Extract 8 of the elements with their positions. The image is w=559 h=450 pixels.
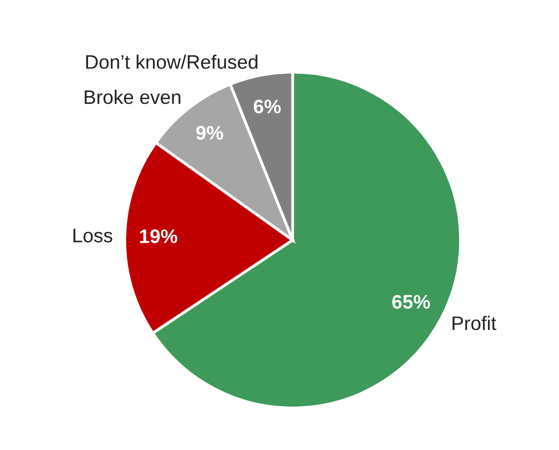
data-label: 19%	[140, 229, 178, 244]
data-label: 6%	[254, 100, 281, 114]
slice-label: Don’t know/Refused	[86, 54, 258, 69]
slice-label: Profit	[452, 316, 496, 330]
slice-label: Loss	[74, 228, 112, 242]
data-label: 65%	[392, 294, 430, 309]
slice-label: Broke even	[84, 90, 180, 104]
data-label: 9%	[196, 126, 224, 140]
